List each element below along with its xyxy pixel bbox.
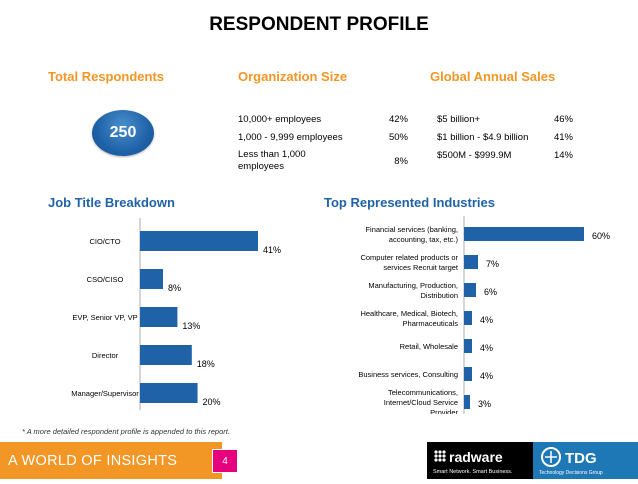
value-label: 41% xyxy=(263,245,281,255)
sales-label: $5 billion+ xyxy=(437,113,481,125)
category-label: CIO/CTO xyxy=(89,237,120,246)
table-row: $500M - $999.9M 14% xyxy=(437,146,573,164)
value-label: 4% xyxy=(480,343,493,353)
category-label-line: Manager/Supervisor xyxy=(71,389,139,398)
category-label-line: Financial services (banking, xyxy=(365,225,458,234)
org-size-value: 42% xyxy=(388,113,408,125)
footnote: * A more detailed respondent profile is … xyxy=(22,427,230,436)
bar xyxy=(140,383,198,403)
radware-logo-icon: radware Smart Network. Smart Business. xyxy=(433,449,513,475)
job-title-chart-title: Job Title Breakdown xyxy=(48,195,175,210)
bar xyxy=(464,255,478,269)
bar xyxy=(464,339,472,353)
sales-value: 41% xyxy=(553,131,573,143)
industries-chart: 60% Financial services (banking, accountin… xyxy=(358,216,610,414)
org-size-label: Less than 1,000 employees xyxy=(238,149,306,172)
bar xyxy=(464,395,470,409)
bar xyxy=(464,227,584,241)
category-label-line: Computer related products or xyxy=(360,253,458,262)
category-label: Computer related products or services Rec… xyxy=(360,253,458,272)
total-respondents-badge: 250 xyxy=(92,110,154,156)
org-size-value: 8% xyxy=(394,155,408,167)
organization-size-heading: Organization Size xyxy=(238,69,348,84)
category-label: Telecommunications, Internet/Cloud Servic… xyxy=(384,388,459,414)
value-label: 8% xyxy=(168,283,181,293)
org-size-label: 10,000+ employees xyxy=(238,113,322,125)
tdg-logo: TDG Technology Decisions Group xyxy=(533,442,638,479)
sales-label: $500M - $999.9M xyxy=(437,149,512,161)
value-label: 4% xyxy=(480,371,493,381)
category-label-line: Director xyxy=(92,351,119,360)
sales-value: 46% xyxy=(553,113,573,125)
total-respondents-heading: Total Respondents xyxy=(48,69,165,84)
table-row: 1,000 - 9,999 employees 50% xyxy=(238,128,408,146)
category-label-line: CIO/CTO xyxy=(89,237,120,246)
bar xyxy=(464,367,472,381)
radware-tagline: Smart Network. Smart Business. xyxy=(433,469,513,475)
footer-slogan: A WORLD OF INSIGHTS xyxy=(0,442,222,479)
category-label: Manufacturing, Production, Distribution xyxy=(368,281,458,300)
category-label-line: Business services, Consulting xyxy=(358,370,458,379)
category-label: Retail, Wholesale xyxy=(400,342,458,351)
table-row: 10,000+ employees 42% xyxy=(238,110,408,128)
table-row: $5 billion+ 46% xyxy=(437,110,573,128)
table-row: $1 billion - $4.9 billion 41% xyxy=(437,128,573,146)
industries-chart-title: Top Represented Industries xyxy=(324,195,495,210)
page-number: 4 xyxy=(212,449,238,473)
sales-label: $1 billion - $4.9 billion xyxy=(437,131,529,143)
tdg-logo-icon: TDG Technology Decisions Group xyxy=(539,447,603,476)
category-label-line: Retail, Wholesale xyxy=(400,342,458,351)
category-label-line: CSO/CISO xyxy=(87,275,124,284)
category-label: CSO/CISO xyxy=(87,275,124,284)
bar xyxy=(140,307,178,327)
radware-wordmark: radware xyxy=(449,449,503,465)
bar xyxy=(140,231,258,251)
org-size-value: 50% xyxy=(388,131,408,143)
value-label: 60% xyxy=(592,231,610,241)
category-label-line: Telecommunications, xyxy=(388,388,458,397)
organization-size-table: 10,000+ employees 42% 1,000 - 9,999 empl… xyxy=(238,110,408,176)
category-label: Director xyxy=(92,351,119,360)
category-label-line: Manufacturing, Production, xyxy=(368,281,458,290)
value-label: 3% xyxy=(478,399,491,409)
total-respondents-value: 250 xyxy=(109,124,137,141)
category-label: EVP, Senior VP, VP xyxy=(72,313,137,322)
bar xyxy=(464,311,472,325)
page-title: RESPONDENT PROFILE xyxy=(209,14,429,35)
footer-slogan-text: A WORLD OF INSIGHTS xyxy=(8,452,178,469)
radware-logo: radware Smart Network. Smart Business. xyxy=(427,442,533,479)
category-label: Manager/Supervisor xyxy=(71,389,139,398)
org-size-label: 1,000 - 9,999 employees xyxy=(238,131,343,143)
bar xyxy=(140,269,164,289)
bar xyxy=(464,283,476,297)
table-row: Less than 1,000 employees 8% xyxy=(238,146,408,176)
category-label-line: Healthcare, Medical, Biotech, xyxy=(360,309,458,318)
category-label-line: Pharmaceuticals xyxy=(403,319,459,328)
global-sales-heading: Global Annual Sales xyxy=(430,69,556,84)
category-label-line: EVP, Senior VP, VP xyxy=(72,313,137,322)
category-label-line: Distribution xyxy=(420,291,458,300)
category-label: Financial services (banking, accounting, … xyxy=(365,225,458,244)
value-label: 4% xyxy=(480,315,493,325)
value-label: 13% xyxy=(182,321,200,331)
bar xyxy=(140,345,192,365)
tdg-wordmark: TDG xyxy=(565,450,597,467)
global-sales-table: $5 billion+ 46% $1 billion - $4.9 billio… xyxy=(437,110,573,164)
tdg-tagline: Technology Decisions Group xyxy=(539,470,603,476)
sales-value: 14% xyxy=(553,149,573,161)
value-label: 20% xyxy=(203,397,221,407)
category-label-line: accounting, tax, etc.) xyxy=(389,235,459,244)
category-label: Healthcare, Medical, Biotech, Pharmaceuti… xyxy=(360,309,458,328)
value-label: 6% xyxy=(484,287,497,297)
value-label: 18% xyxy=(197,359,215,369)
category-label: Business services, Consulting xyxy=(358,370,458,379)
job-title-chart: 41% CIO/CTO 8% CSO/CISO 13% EVP, Senior VP, V… xyxy=(71,218,281,410)
category-label-line: services Recruit target xyxy=(383,263,459,272)
category-label-line: Provider xyxy=(430,408,458,414)
value-label: 7% xyxy=(486,259,499,269)
category-label-line: Internet/Cloud Service xyxy=(384,398,458,407)
